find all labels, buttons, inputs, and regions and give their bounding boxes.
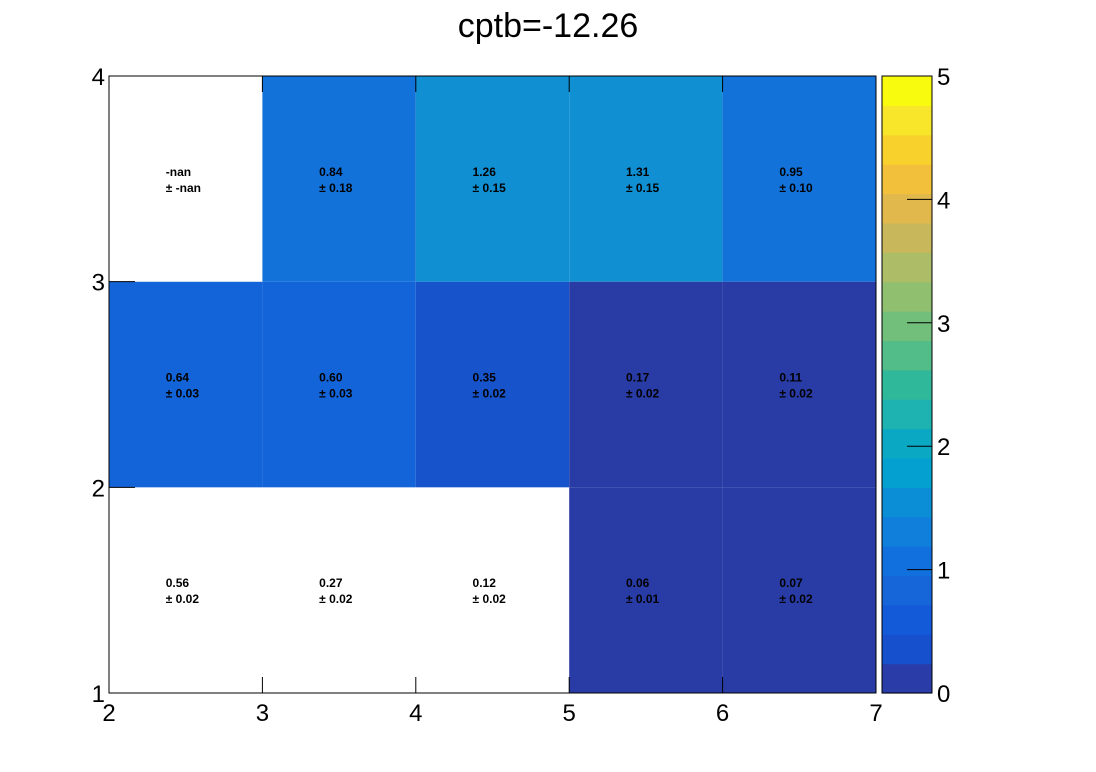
colorbar-tick-label: 3 — [937, 311, 950, 338]
colorbar-swatch — [882, 105, 932, 136]
colorbar-swatch — [882, 281, 932, 312]
cell-value-label: 0.12 — [473, 576, 497, 590]
cell-value-label: 1.26 — [473, 165, 497, 179]
cell-error-label: ± 0.03 — [166, 387, 200, 401]
cell-error-label: ± -nan — [166, 181, 201, 195]
cell-value-label: 0.06 — [626, 576, 650, 590]
heatmap-cell — [722, 281, 876, 488]
x-tick-label: 2 — [102, 700, 115, 727]
cell-value-label: 0.95 — [779, 165, 803, 179]
heatmap-cell — [109, 281, 263, 488]
cell-value-label: 0.56 — [166, 576, 190, 590]
colorbar-swatch — [882, 604, 932, 635]
colorbar-swatch — [882, 76, 932, 106]
cell-value-label: 0.64 — [166, 371, 190, 385]
colorbar-swatch — [882, 193, 932, 224]
y-tick-label: 2 — [92, 475, 105, 502]
cell-error-label: ± 0.02 — [779, 592, 813, 606]
colorbar-swatch — [882, 487, 932, 518]
heatmap-cell — [262, 76, 416, 282]
cell-value-label: 1.31 — [626, 165, 650, 179]
cell-value-label: 0.17 — [626, 371, 650, 385]
heatmap-cell — [722, 487, 876, 693]
cell-error-label: ± 0.02 — [626, 387, 660, 401]
heatmap-cell — [415, 487, 570, 693]
cell-value-label: 0.11 — [779, 371, 802, 385]
cell-value-label: 0.84 — [319, 165, 343, 179]
heatmap-cell — [569, 487, 723, 693]
colorbar-swatch — [882, 399, 932, 430]
cell-error-label: ± 0.01 — [626, 592, 660, 606]
heatmap-cell — [109, 487, 263, 693]
heatmap-cell — [569, 76, 723, 282]
heatmap-cell — [109, 76, 263, 282]
colorbar-swatch — [882, 516, 932, 547]
cell-value-label: 0.35 — [473, 371, 497, 385]
cell-error-label: ± 0.18 — [319, 181, 353, 195]
heatmap-cell — [262, 281, 416, 488]
colorbar-swatch — [882, 164, 932, 195]
x-tick-label: 4 — [409, 700, 422, 727]
cell-error-label: ± 0.02 — [779, 387, 813, 401]
colorbar-swatch — [882, 663, 932, 694]
colorbar-tick-label: 0 — [937, 681, 950, 708]
cell-value-label: 0.27 — [319, 576, 343, 590]
y-tick-label: 4 — [92, 64, 105, 91]
colorbar-swatch — [882, 428, 932, 459]
colorbar: 0 1 2 3 4 5 — [881, 64, 950, 708]
x-tick-label: 6 — [716, 700, 729, 727]
cell-error-label: ± 0.02 — [166, 592, 200, 606]
y-tick-label: 3 — [92, 270, 105, 297]
colorbar-swatch — [882, 546, 932, 577]
colorbar-swatch — [882, 575, 932, 606]
heatmap-cell — [722, 76, 876, 282]
x-tick-label: 3 — [256, 700, 269, 727]
cell-value-label: -nan — [166, 165, 191, 179]
colorbar-tick-label: 1 — [937, 558, 950, 585]
cell-value-label: 0.07 — [779, 576, 803, 590]
cell-error-label: ± 0.02 — [473, 592, 507, 606]
y-tick-label: 1 — [92, 681, 105, 708]
colorbar-tick-label: 4 — [937, 187, 950, 214]
cell-error-label: ± 0.02 — [319, 592, 353, 606]
colorbar-swatch — [882, 340, 932, 371]
colorbar-swatch — [882, 252, 932, 283]
plot-frame — [108, 75, 877, 694]
cell-error-label: ± 0.15 — [473, 181, 507, 195]
x-tick-label: 7 — [869, 700, 882, 727]
colorbar-tick-label: 5 — [937, 64, 950, 91]
colorbar-swatch — [882, 134, 932, 165]
colorbar-swatch — [882, 222, 932, 253]
cell-error-label: ± 0.03 — [319, 387, 353, 401]
colorbar-swatch — [882, 311, 932, 342]
heatmap-cell — [415, 281, 570, 488]
cell-error-label: ± 0.02 — [473, 387, 507, 401]
heatmap-cell — [262, 487, 416, 693]
heatmap-cell — [569, 281, 723, 488]
heatmap-cells: 0.56 ± 0.02 0.27 ± 0.02 0.12 ± 0.02 0.06 ± 0.01… — [109, 76, 876, 693]
colorbar-swatch — [882, 457, 932, 488]
cell-error-label: ± 0.15 — [626, 181, 660, 195]
colorbar-swatch — [882, 369, 932, 400]
colorbar-swatch — [882, 634, 932, 665]
chart-title: cptb=-12.26 — [458, 7, 639, 45]
cell-error-label: ± 0.10 — [779, 181, 813, 195]
x-tick-label: 5 — [563, 700, 576, 727]
colorbar-tick-label: 2 — [937, 434, 950, 461]
cell-value-label: 0.60 — [319, 371, 343, 385]
heatmap-cell — [415, 76, 570, 282]
